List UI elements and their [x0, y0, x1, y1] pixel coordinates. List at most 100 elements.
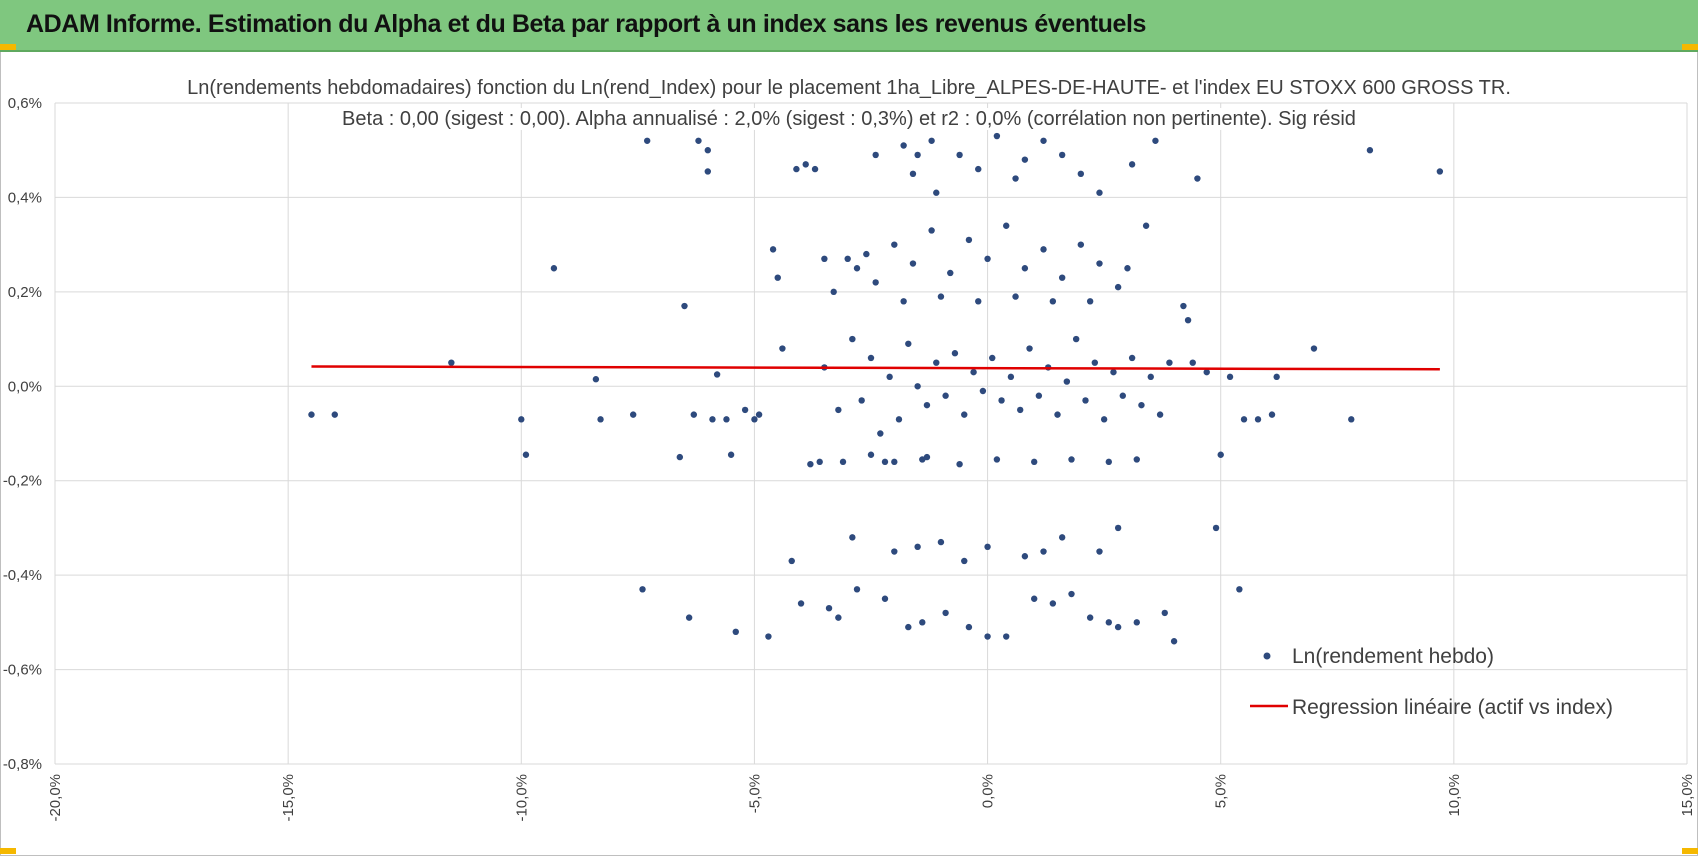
- scatter-point: [830, 288, 837, 296]
- y-tick-label: -0,6%: [3, 662, 42, 679]
- scatter-point: [727, 451, 735, 458]
- scatter-point: [1310, 345, 1318, 352]
- scatter-point: [797, 600, 805, 607]
- scatter-point: [1348, 416, 1355, 423]
- scatter-point: [975, 165, 982, 173]
- corner-marker-top-right: [1682, 44, 1698, 50]
- scatter-point: [1017, 406, 1024, 414]
- scatter-point: [853, 586, 861, 593]
- scatter-point: [989, 354, 996, 362]
- y-tick-label: 0,6%: [8, 95, 42, 112]
- scatter-point: [877, 430, 884, 437]
- scatter-point: [723, 416, 730, 423]
- x-tick-label: -10,0%: [513, 774, 530, 822]
- scatter-point: [704, 168, 711, 175]
- x-tick-label: -15,0%: [280, 774, 297, 822]
- scatter-point: [914, 543, 921, 551]
- scatter-point: [1031, 458, 1038, 466]
- scatter-points: [308, 132, 1444, 645]
- scatter-point: [1007, 373, 1015, 381]
- scatter-point: [685, 614, 693, 621]
- scatter-point: [1077, 170, 1085, 178]
- legend-marker-scatter: [1263, 652, 1271, 660]
- scatter-point: [886, 373, 893, 381]
- scatter-point: [858, 397, 865, 404]
- scatter-point: [518, 416, 525, 423]
- scatter-point: [1147, 373, 1154, 381]
- scatter-point: [849, 534, 856, 541]
- regression-line: [311, 365, 1440, 371]
- x-tick-label: -20,0%: [47, 774, 64, 822]
- scatter-point: [923, 401, 931, 409]
- scatter-point: [919, 619, 926, 626]
- y-tick-label: -0,2%: [3, 473, 42, 490]
- scatter-point: [1114, 283, 1122, 291]
- scatter-point: [1082, 397, 1089, 404]
- scatter-point: [867, 354, 875, 362]
- scatter-point: [937, 538, 945, 546]
- scatter-point: [1040, 548, 1047, 555]
- scatter-point: [1119, 392, 1126, 399]
- corner-marker-top-left: [0, 44, 16, 50]
- x-tick-label: 0,0%: [980, 774, 997, 808]
- scatter-point: [863, 250, 870, 258]
- scatter-point: [905, 340, 912, 347]
- scatter-point: [522, 451, 530, 458]
- scatter-point: [1170, 638, 1178, 645]
- y-tick-label: -0,8%: [3, 756, 42, 773]
- scatter-point: [1012, 293, 1019, 300]
- scatter-point: [448, 359, 455, 366]
- scatter-point: [629, 411, 637, 418]
- scatter-point: [905, 623, 912, 631]
- scatter-point: [881, 595, 889, 602]
- scatter-point: [933, 359, 940, 366]
- scatter-point: [1268, 411, 1276, 418]
- scatter-point: [643, 137, 651, 144]
- scatter-point: [1063, 378, 1071, 385]
- scatter-point: [965, 623, 973, 631]
- scatter-point: [928, 227, 935, 234]
- scatter-point: [821, 255, 828, 263]
- scatter-point: [1054, 411, 1061, 418]
- scatter-point: [755, 411, 763, 418]
- scatter-point: [1133, 456, 1140, 463]
- scatter-point: [1058, 534, 1066, 541]
- scatter-point: [1040, 137, 1047, 144]
- scatter-point: [1166, 359, 1173, 366]
- scatter-point: [1058, 151, 1066, 159]
- scatter-point: [1068, 456, 1075, 463]
- scatter-point: [709, 416, 716, 423]
- scatter-point: [914, 151, 921, 159]
- scatter-point: [956, 151, 963, 159]
- scatter-point: [993, 456, 1001, 463]
- regression-line-group: [311, 365, 1440, 371]
- scatter-point: [1240, 416, 1248, 423]
- scatter-point: [1124, 265, 1131, 272]
- scatter-point: [1105, 458, 1113, 466]
- x-tick-label: 10,0%: [1446, 774, 1463, 817]
- x-tick-label: 5,0%: [1213, 774, 1230, 808]
- scatter-point: [909, 170, 917, 178]
- scatter-point: [872, 279, 879, 286]
- scatter-point: [1180, 302, 1187, 310]
- scatter-point: [914, 383, 921, 390]
- scatter-point: [975, 298, 982, 305]
- scatter-point: [769, 246, 777, 253]
- scatter-point: [900, 142, 907, 149]
- header-banner: ADAM Informe. Estimation du Alpha et du …: [0, 0, 1698, 52]
- scatter-point: [853, 265, 861, 272]
- scatter-point: [1194, 175, 1201, 182]
- scatter-point: [1128, 161, 1136, 168]
- scatter-point: [550, 265, 558, 272]
- scatter-point: [1114, 623, 1122, 631]
- scatter-point: [1086, 298, 1094, 305]
- page-title: ADAM Informe. Estimation du Alpha et du …: [26, 10, 1147, 38]
- legend-label-scatter: Ln(rendement hebdo): [1292, 645, 1494, 668]
- scatter-point: [956, 460, 963, 468]
- scatter-point: [900, 298, 907, 305]
- scatter-point: [1100, 416, 1108, 423]
- scatter-point: [1189, 359, 1196, 366]
- scatter-point: [849, 335, 856, 343]
